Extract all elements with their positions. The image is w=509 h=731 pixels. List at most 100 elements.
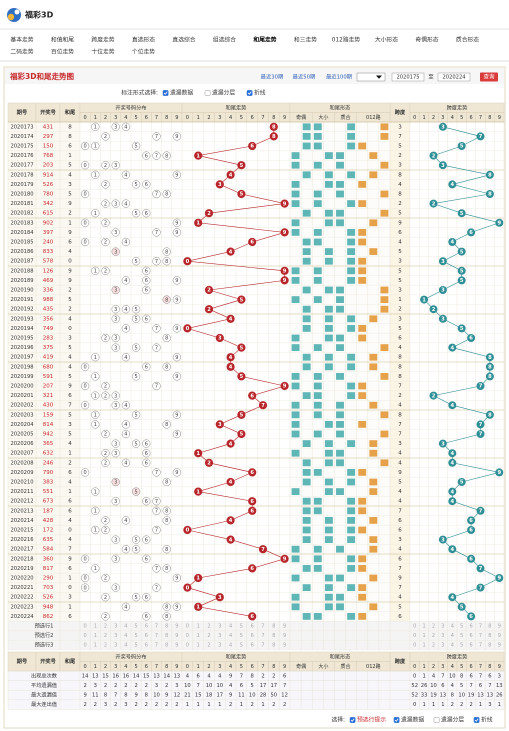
preselect-digit[interactable]: 7: [261, 633, 264, 639]
preselect-digit[interactable]: 8: [272, 643, 275, 649]
preselect-digit[interactable]: 2: [104, 633, 107, 639]
footer-checkbox[interactable]: [393, 717, 400, 723]
preselect-digit[interactable]: 6: [251, 624, 254, 630]
preselect-digit[interactable]: 6: [251, 633, 254, 639]
preselect-digit[interactable]: 9: [283, 643, 286, 649]
range-link[interactable]: 最近50期: [293, 73, 316, 81]
preselect-digit[interactable]: 5: [135, 643, 138, 649]
preselect-digit[interactable]: 4: [229, 624, 232, 630]
preselect-digit[interactable]: 4: [124, 633, 127, 639]
preselect-digit[interactable]: 0: [84, 633, 87, 639]
preselect-digit[interactable]: 5: [240, 633, 243, 639]
footer-checkbox[interactable]: [433, 717, 440, 723]
preselect-digit[interactable]: 5: [135, 624, 138, 630]
preselect-digit[interactable]: 8: [165, 633, 168, 639]
option-label[interactable]: 遗漏分层: [212, 89, 235, 97]
preselect-digit[interactable]: 5: [460, 643, 463, 649]
preselect-digit[interactable]: 9: [283, 633, 286, 639]
option-label[interactable]: 折线: [254, 89, 266, 97]
preselect-digit[interactable]: 8: [272, 633, 275, 639]
range-link[interactable]: 最近30期: [261, 73, 284, 81]
preselect-digit[interactable]: 9: [498, 624, 501, 630]
preselect-digit[interactable]: 0: [413, 643, 416, 649]
range-link[interactable]: 最近100期: [326, 73, 352, 81]
query-button[interactable]: [480, 72, 498, 82]
nav-link[interactable]: 质合形态: [456, 36, 479, 44]
preselect-digit[interactable]: 6: [145, 643, 148, 649]
nav-link[interactable]: 跨度走势: [91, 36, 114, 44]
nav-link[interactable]: 基本走势: [10, 36, 33, 44]
preselect-digit[interactable]: 9: [498, 633, 501, 639]
preselect-digit[interactable]: 3: [114, 643, 117, 649]
nav-link[interactable]: 二码走势: [10, 48, 33, 56]
preselect-digit[interactable]: 7: [155, 633, 158, 639]
preselect-digit[interactable]: 0: [413, 624, 416, 630]
preselect-digit[interactable]: 7: [479, 624, 482, 630]
preselect-digit[interactable]: 0: [413, 633, 416, 639]
preselect-digit[interactable]: 7: [155, 624, 158, 630]
preselect-digit[interactable]: 7: [479, 643, 482, 649]
preselect-digit[interactable]: 0: [84, 624, 87, 630]
preselect-digit[interactable]: 8: [165, 643, 168, 649]
preselect-digit[interactable]: 6: [251, 643, 254, 649]
nav-link[interactable]: 百位走势: [51, 48, 74, 56]
preselect-digit[interactable]: 1: [197, 624, 200, 630]
preselect-digit[interactable]: 9: [175, 633, 178, 639]
preselect-digit[interactable]: 3: [218, 643, 221, 649]
preselect-digit[interactable]: 9: [498, 643, 501, 649]
footer-checkbox[interactable]: [349, 717, 356, 723]
preselect-digit[interactable]: 1: [197, 633, 200, 639]
footer-option[interactable]: 折线: [481, 716, 493, 724]
preselect-digit[interactable]: 4: [229, 633, 232, 639]
nav-link[interactable]: 和值和尾: [51, 36, 74, 44]
preselect-digit[interactable]: 3: [218, 633, 221, 639]
preselect-digit[interactable]: 2: [432, 643, 435, 649]
preselect-digit[interactable]: 2: [104, 643, 107, 649]
preselect-digit[interactable]: 8: [488, 643, 491, 649]
preselect-digit[interactable]: 7: [155, 643, 158, 649]
preselect-digit[interactable]: 5: [460, 633, 463, 639]
preselect-digit[interactable]: 0: [186, 643, 189, 649]
preselect-digit[interactable]: 3: [218, 624, 221, 630]
preselect-digit[interactable]: 5: [135, 633, 138, 639]
preselect-digit[interactable]: 2: [207, 633, 210, 639]
option-checkbox[interactable]: [162, 90, 169, 96]
preselect-digit[interactable]: 4: [229, 643, 232, 649]
preselect-digit[interactable]: 6: [470, 633, 473, 639]
preselect-digit[interactable]: 4: [124, 643, 127, 649]
preselect-digit[interactable]: 1: [423, 633, 426, 639]
nav-link[interactable]: 个位走势: [132, 48, 155, 56]
preselect-digit[interactable]: 3: [441, 643, 444, 649]
nav-link[interactable]: 组选综合: [213, 36, 236, 44]
preselect-digit[interactable]: 1: [94, 624, 97, 630]
preselect-digit[interactable]: 6: [470, 643, 473, 649]
nav-link[interactable]: 直选综合: [172, 36, 195, 44]
preselect-digit[interactable]: 0: [186, 624, 189, 630]
issue-from-input[interactable]: [391, 72, 425, 82]
preselect-digit[interactable]: 8: [488, 633, 491, 639]
preselect-digit[interactable]: 3: [441, 633, 444, 639]
preselect-digit[interactable]: 2: [207, 624, 210, 630]
preselect-digit[interactable]: 6: [145, 633, 148, 639]
preselect-digit[interactable]: 9: [175, 624, 178, 630]
preselect-digit[interactable]: 3: [114, 624, 117, 630]
preselect-digit[interactable]: 6: [145, 624, 148, 630]
preselect-digit[interactable]: 1: [197, 643, 200, 649]
preselect-digit[interactable]: 7: [479, 633, 482, 639]
preselect-digit[interactable]: 3: [114, 633, 117, 639]
preselect-digit[interactable]: 1: [94, 633, 97, 639]
preselect-digit[interactable]: 1: [94, 643, 97, 649]
query-label[interactable]: 查询: [483, 73, 495, 81]
nav-link[interactable]: 012路走势: [332, 36, 361, 44]
preselect-digit[interactable]: 7: [261, 624, 264, 630]
footer-option[interactable]: 遗漏数据: [401, 716, 424, 724]
preselect-digit[interactable]: 8: [488, 624, 491, 630]
preselect-digit[interactable]: 4: [124, 624, 127, 630]
preselect-digit[interactable]: 7: [261, 643, 264, 649]
preselect-digit[interactable]: 4: [451, 633, 454, 639]
footer-option[interactable]: 遗漏分层: [441, 716, 464, 724]
footer-checkbox[interactable]: [473, 717, 480, 723]
nav-link[interactable]: 奇偶形态: [415, 36, 438, 44]
nav-link[interactable]: 直选形态: [132, 36, 155, 44]
preselect-digit[interactable]: 1: [423, 624, 426, 630]
